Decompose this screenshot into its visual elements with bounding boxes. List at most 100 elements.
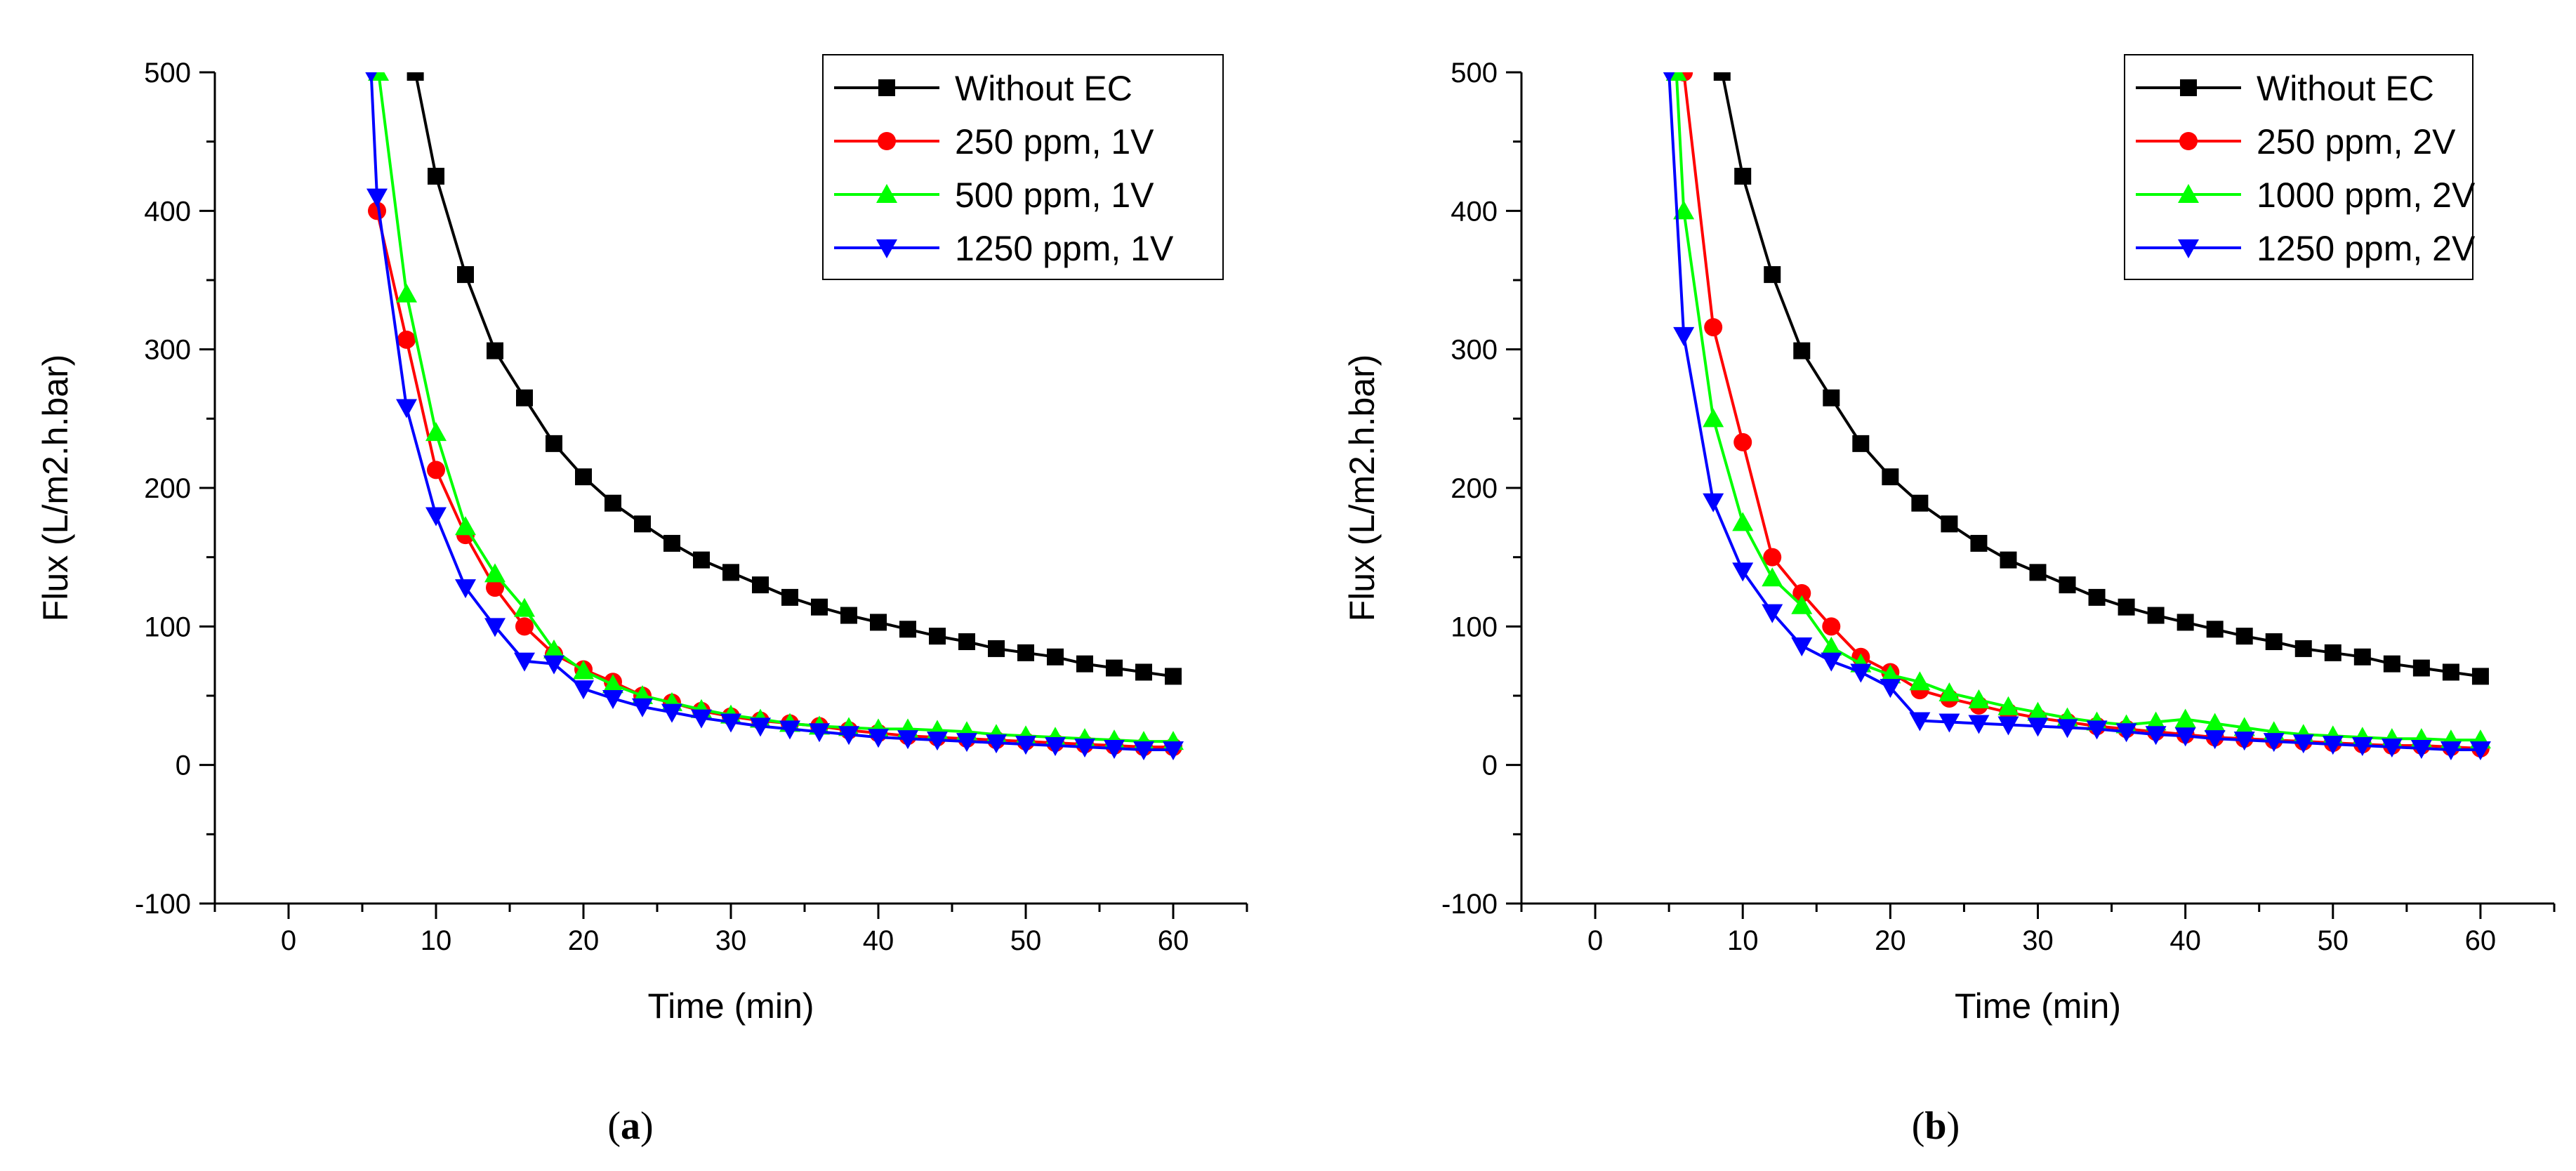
caption-b: (b): [1912, 1104, 1960, 1148]
data-point: [397, 330, 416, 349]
data-point: [1970, 534, 1988, 552]
data-point: [543, 655, 564, 675]
chart-panel-b: -100 0 100 200 300 400 500 0 10 20 30 40 50 60 Time (m…: [1342, 54, 2556, 1026]
legend-label: 250 ppm, 2V: [2257, 122, 2456, 161]
chart-panel-a: -100 0 100 200 300 400 500 0 10 20 30 40 50 60 Time (m…: [36, 54, 1248, 1026]
data-point: [396, 283, 417, 303]
data-point: [2235, 628, 2253, 645]
data-point: [2471, 668, 2489, 685]
data-point: [2324, 644, 2341, 661]
data-point: [427, 461, 445, 479]
data-point: [514, 652, 535, 672]
x-tick-label: 50: [1010, 925, 1042, 956]
data-point: [661, 703, 682, 723]
legend-label: 250 ppm, 1V: [955, 122, 1154, 161]
caption-a: (a): [607, 1104, 653, 1148]
data-point: [2469, 741, 2491, 760]
x-tick-label: 0: [1587, 925, 1603, 956]
data-point: [2056, 719, 2078, 739]
data-point: [2294, 640, 2312, 657]
legend-label: Without EC: [955, 69, 1132, 108]
data-point: [2027, 701, 2049, 721]
legend-label: Without EC: [2257, 69, 2434, 108]
data-point: [811, 598, 828, 616]
data-point: [663, 534, 680, 552]
data-point: [1165, 668, 1182, 685]
data-point: [2145, 711, 2167, 731]
legend-label: 1000 ppm, 2V: [2257, 176, 2476, 215]
y-tick-label: 0: [176, 750, 191, 781]
data-point: [1822, 617, 1841, 636]
legend: Without EC 250 ppm, 1V 500 ppm, 1V 1250 ppm…: [822, 54, 1224, 280]
data-point: [1909, 671, 1931, 691]
y-tick-label: 100: [144, 611, 191, 642]
y-tick-label: 300: [144, 335, 191, 366]
data-point: [1850, 663, 1872, 683]
data-point: [929, 628, 946, 645]
data-point: [2233, 732, 2255, 751]
data-point: [868, 729, 889, 748]
data-point: [1821, 636, 1842, 656]
data-point: [750, 717, 771, 737]
y-tick-label: 500: [144, 58, 191, 88]
x-tick-label: 0: [281, 925, 296, 956]
data-point: [1015, 736, 1036, 755]
legend-label: 1250 ppm, 1V: [955, 229, 1174, 268]
data-point: [484, 618, 506, 637]
data-point: [1882, 468, 1899, 486]
data-point: [484, 563, 506, 583]
x-axis-label: Time (min): [647, 986, 814, 1026]
x-tick-label: 60: [1158, 925, 1189, 956]
data-point: [632, 698, 653, 717]
x-tick-label: 60: [2465, 925, 2497, 956]
data-point: [2206, 621, 2224, 638]
data-point: [2204, 730, 2226, 750]
data-point: [1076, 655, 1093, 673]
data-point: [956, 733, 977, 753]
data-point: [1704, 318, 1723, 337]
x-axis-label: Time (min): [1955, 986, 2121, 1026]
legend-marker: [876, 239, 897, 258]
data-point: [1852, 435, 1870, 452]
data-point: [2029, 564, 2047, 581]
data-point: [1663, 72, 1675, 83]
legend-marker: [878, 132, 896, 150]
data-point: [720, 713, 741, 733]
data-point: [1968, 715, 1990, 734]
data-point: [2088, 588, 2106, 606]
y-tick-label: 400: [144, 196, 191, 227]
data-point: [1880, 679, 1901, 699]
data-point: [1074, 739, 1095, 758]
data-point: [455, 579, 476, 599]
legend-label: 500 ppm, 1V: [955, 176, 1154, 215]
data-point: [573, 680, 594, 700]
data-point: [2440, 741, 2462, 760]
x-tick-label: 40: [863, 925, 894, 956]
x-tick-label: 20: [1875, 925, 1906, 956]
data-point: [1791, 595, 1813, 614]
data-point: [2027, 717, 2049, 737]
legend-marker: [2180, 79, 2197, 96]
data-point: [1703, 493, 1724, 512]
x-tick-label: 50: [2318, 925, 2349, 956]
data-point: [897, 730, 918, 750]
series-1250-ppm-2v: [1663, 72, 2491, 760]
legend-marker: [876, 184, 897, 203]
data-point: [634, 515, 651, 533]
data-point: [1135, 663, 1152, 681]
data-point: [958, 633, 975, 651]
data-point: [396, 399, 417, 418]
legend-marker: [2179, 132, 2198, 150]
data-point: [457, 266, 474, 284]
x-tick-label: 10: [421, 925, 452, 956]
data-point: [1762, 567, 1783, 587]
data-point: [516, 389, 533, 406]
data-point: [1997, 716, 2019, 736]
data-point: [1673, 200, 1695, 220]
data-point: [543, 639, 564, 659]
data-point: [368, 201, 386, 220]
y-tick-label: -100: [135, 889, 191, 920]
data-point: [514, 597, 535, 617]
data-point: [2442, 663, 2459, 681]
